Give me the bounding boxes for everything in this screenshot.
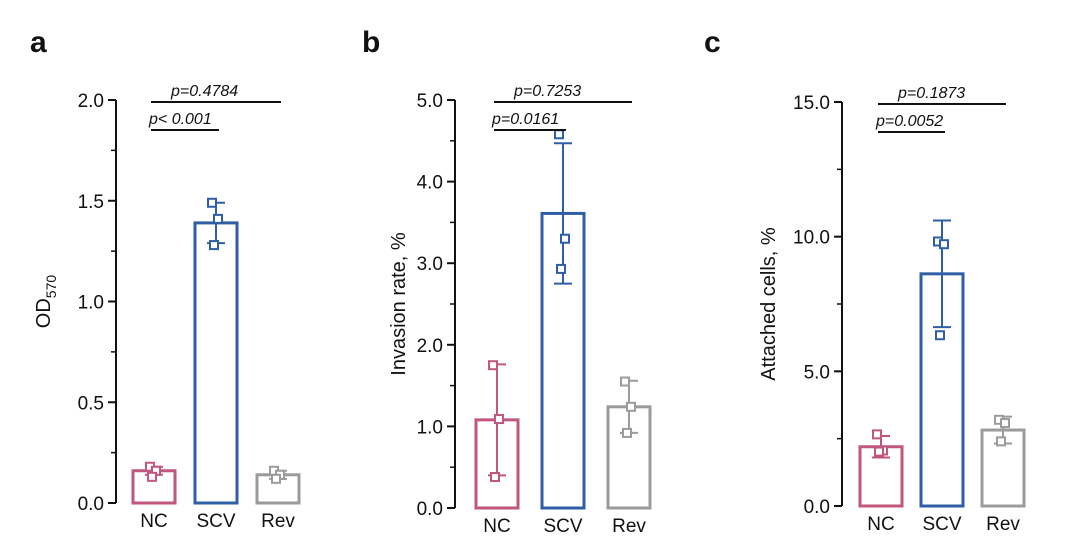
panel-b-p-value: p=0.0161 xyxy=(491,111,559,128)
panel-c-ytick-label: 5.0 xyxy=(804,362,830,383)
panel-b-point-rev xyxy=(620,376,630,387)
panel-b-ytick-label: 1.0 xyxy=(417,417,443,438)
panel-b-point-rev xyxy=(626,401,636,412)
panel-c-point-nc xyxy=(872,429,882,440)
panel-b-y-axis-label-main: Invasion rate, % xyxy=(388,232,410,376)
panel-a-p-value: p=0.4784 xyxy=(170,83,238,100)
panel-c-ytick-label: 0.0 xyxy=(804,497,830,518)
panel-c-point-nc xyxy=(874,446,884,457)
panel-c-category-label-scv: SCV xyxy=(922,514,961,535)
panel-a-point-nc xyxy=(147,471,157,482)
panel-b-point-scv xyxy=(560,233,570,244)
panel-a-bar-scv xyxy=(193,221,239,505)
panel-c-p-value: p=0.1873 xyxy=(897,85,965,102)
panel-a-ytick-label: 1.5 xyxy=(78,192,104,213)
panel-b-p-value: p=0.7253 xyxy=(513,83,581,100)
panel-a-ytick-label: 1.0 xyxy=(78,293,104,314)
panel-c-category-label-nc: NC xyxy=(867,514,894,535)
panel-b-point-rev xyxy=(622,427,632,438)
panel-b-point-nc xyxy=(494,414,504,425)
panel-b-y-axis-label: Invasion rate, % xyxy=(388,232,410,376)
panel-b-category-label-rev: Rev xyxy=(612,516,646,537)
panel-b-ytick-label: 3.0 xyxy=(417,254,443,275)
panel-b-point-scv xyxy=(556,263,566,274)
panel-a-y-axis-label-sub: 570 xyxy=(43,275,59,299)
panel-c-point-rev xyxy=(996,436,1006,447)
panel-b: b 0.0 1.0 2.0 3.0 4.0 5.0 Invasion rate, % NC SC… xyxy=(362,26,652,537)
panel-a-y-axis-label: OD570 xyxy=(33,275,59,329)
panel-b-point-nc xyxy=(488,360,498,371)
panel-b-ytick-label: 5.0 xyxy=(417,91,443,112)
panel-a-category-label-nc: NC xyxy=(140,511,167,532)
panel-a-category-label-scv: SCV xyxy=(196,511,235,532)
panel-b-point-nc xyxy=(490,471,500,482)
panel-c-y-axis-label: Attached cells, % xyxy=(758,227,780,381)
panel-b-letter: b xyxy=(362,26,380,59)
panel-c-ytick-label: 15.0 xyxy=(793,93,830,114)
panel-b-category-label-scv: SCV xyxy=(543,516,582,537)
panel-a-point-scv xyxy=(207,197,217,208)
panel-b-ytick-label: 0.0 xyxy=(417,499,443,520)
panel-a: a 0.0 0.5 1.0 1.5 2.0 OD570 NC SCV Rev p< 0.001 p=… xyxy=(30,26,301,532)
panel-b-point-scv xyxy=(554,129,564,140)
panel-a-letter: a xyxy=(30,26,47,59)
panel-c: c 0.0 5.0 10.0 15.0 Attached cells, % NC SCV Re… xyxy=(704,26,1026,535)
panel-a-point-rev xyxy=(271,473,281,484)
panel-c-p-value: p=0.0052 xyxy=(875,113,943,130)
panel-a-p-value: p< 0.001 xyxy=(148,111,212,128)
panel-a-ytick-label: 2.0 xyxy=(78,91,104,112)
panel-a-ytick-label: 0.5 xyxy=(78,393,104,414)
panel-b-ytick-label: 2.0 xyxy=(417,336,443,357)
panel-b-category-label-nc: NC xyxy=(483,516,510,537)
panel-b-ytick-label: 4.0 xyxy=(417,173,443,194)
panel-a-y-axis-label-main: OD xyxy=(33,298,55,328)
panel-c-point-scv xyxy=(935,330,945,341)
panel-c-category-label-rev: Rev xyxy=(986,514,1020,535)
panel-a-category-label-rev: Rev xyxy=(261,511,295,532)
panel-c-letter: c xyxy=(704,26,721,59)
panel-c-ytick-label: 10.0 xyxy=(793,228,830,249)
panel-c-point-scv xyxy=(939,239,949,250)
panel-a-point-scv xyxy=(209,240,219,251)
panel-a-point-scv xyxy=(213,213,223,224)
panel-c-point-rev xyxy=(1000,418,1010,429)
panel-c-y-axis-label-main: Attached cells, % xyxy=(758,227,780,381)
panel-a-ytick-label: 0.0 xyxy=(78,494,104,515)
